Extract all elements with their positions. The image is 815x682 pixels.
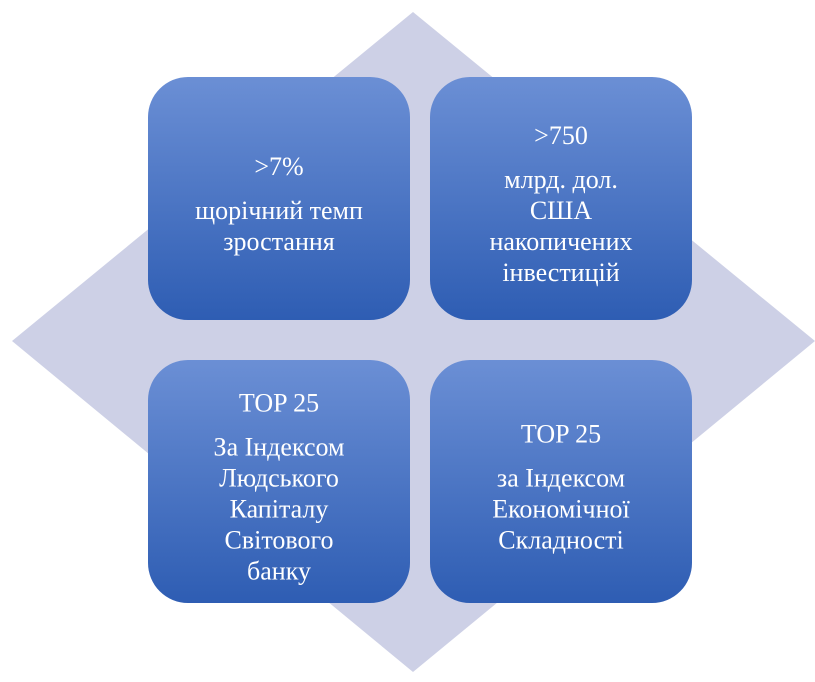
box [148,360,410,603]
line: млрд. дол. [504,165,618,194]
headline: >750 [534,121,588,150]
line: банку [247,556,311,585]
headline: TOP 25 [521,419,601,448]
line: за Індексом [497,463,625,492]
box [430,77,692,320]
line: накопичених [489,227,632,256]
line: Складності [498,525,623,554]
box [430,360,692,603]
line: щорічний темп [195,196,363,225]
line: Світового [225,525,334,554]
line: За Індексом [214,432,345,461]
line: інвестицій [502,258,619,287]
line: Капіталу [230,494,329,523]
headline: TOP 25 [239,388,319,417]
headline: >7% [254,152,303,181]
line: зростання [223,227,335,256]
background-diamond [12,12,815,672]
line: США [530,196,593,225]
line: Економічної [492,494,630,523]
box [148,77,410,320]
line: Людського [219,463,339,492]
